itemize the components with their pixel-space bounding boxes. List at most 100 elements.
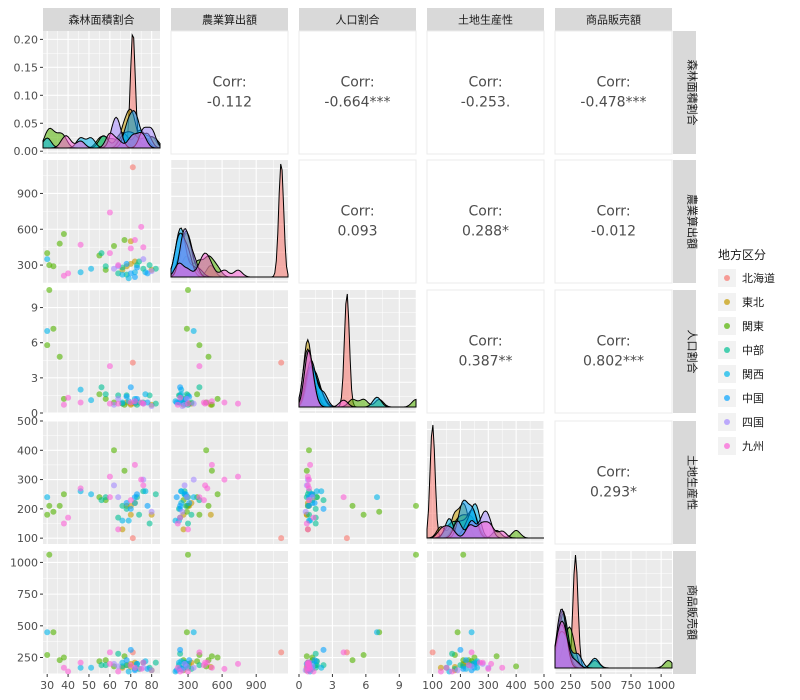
data-point [499,664,506,671]
data-point [56,240,63,247]
data-point [131,461,138,468]
data-point [131,274,138,280]
y-tick-label: 300 [17,474,38,487]
data-point [340,649,347,656]
data-point [190,476,197,483]
data-point [115,262,122,269]
data-point [208,664,215,671]
x-tick-label: 3 [329,679,336,692]
data-point [349,657,356,664]
x-tick-label: 0 [296,679,303,692]
grid [43,289,160,414]
x-tick-label: 6 [362,679,369,692]
data-point [88,397,95,404]
x-tick-label: 80 [145,679,159,692]
data-point [454,667,461,674]
data-point [44,494,51,501]
data-point [46,502,53,509]
data-point [98,662,105,669]
data-point [196,511,203,518]
data-point [60,520,67,527]
data-point [125,275,132,282]
density-curve [43,131,160,149]
grid [427,551,545,674]
data-point [142,488,149,495]
data-point [463,657,469,664]
corr-panel [426,289,545,414]
data-point [202,659,209,666]
corr-value: 0.288* [462,224,509,240]
data-point [123,505,130,512]
data-point [115,514,122,521]
data-point [60,491,67,498]
column-strip [171,8,288,31]
data-point [102,395,109,402]
corr-value: 0.802*** [583,354,644,370]
data-point [60,272,67,279]
scatter-group [44,164,159,282]
data-point [46,551,53,558]
column-strip-label: 土地生産性 [458,13,513,27]
data-point [60,401,67,408]
data-point [303,467,310,474]
data-point [185,400,191,407]
data-point [115,668,122,675]
corr-panel [554,420,673,545]
column-strip [299,8,416,31]
data-point [493,653,500,660]
data-point [196,662,203,669]
data-point [302,508,309,515]
density-curve [554,620,672,669]
row-strip [673,290,696,413]
data-point [123,260,130,267]
data-point [468,649,475,656]
data-point [50,629,57,636]
corr-panel [426,30,545,155]
data-point [127,511,134,518]
legend-title: 地方区分 [718,247,766,262]
data-point [44,511,51,518]
data-point [77,269,84,276]
row-strip-label: 森林面積割合 [686,60,700,126]
data-point [127,384,134,391]
corr-value: -0.012 [591,224,636,240]
grid [170,420,288,544]
data-point [318,488,325,495]
x-tick-label: 70 [124,679,138,692]
data-point [136,511,143,518]
density-group [42,33,161,149]
data-point [77,241,84,248]
corr-value: -0.112 [207,95,252,111]
data-point [106,250,113,257]
data-point [306,447,312,454]
data-point [306,502,312,509]
x-tick-label: 30 [40,679,54,692]
data-point [138,476,145,483]
corr-panel [426,159,545,284]
data-point [111,447,117,454]
data-point [98,250,105,257]
data-point [202,400,209,407]
data-point [181,482,188,489]
data-point [183,508,190,515]
data-point [119,271,126,278]
data-point [312,505,319,512]
x-tick-label: 9 [396,679,403,692]
data-point [177,384,184,391]
data-point [454,629,461,636]
data-point [360,652,367,658]
y-tick-label: 400 [17,444,38,457]
legend-key [724,275,730,281]
row-strip-label: 土地生産性 [686,455,700,510]
data-point [144,502,151,509]
data-point [278,535,285,542]
data-point [177,646,184,653]
y-tick-label: 0.20 [14,33,39,46]
scatter-group [44,551,159,675]
data-point [127,245,134,252]
scatter-group [172,287,285,409]
data-point [485,665,492,672]
data-point [115,650,122,657]
legend-label: 関西 [742,368,764,381]
